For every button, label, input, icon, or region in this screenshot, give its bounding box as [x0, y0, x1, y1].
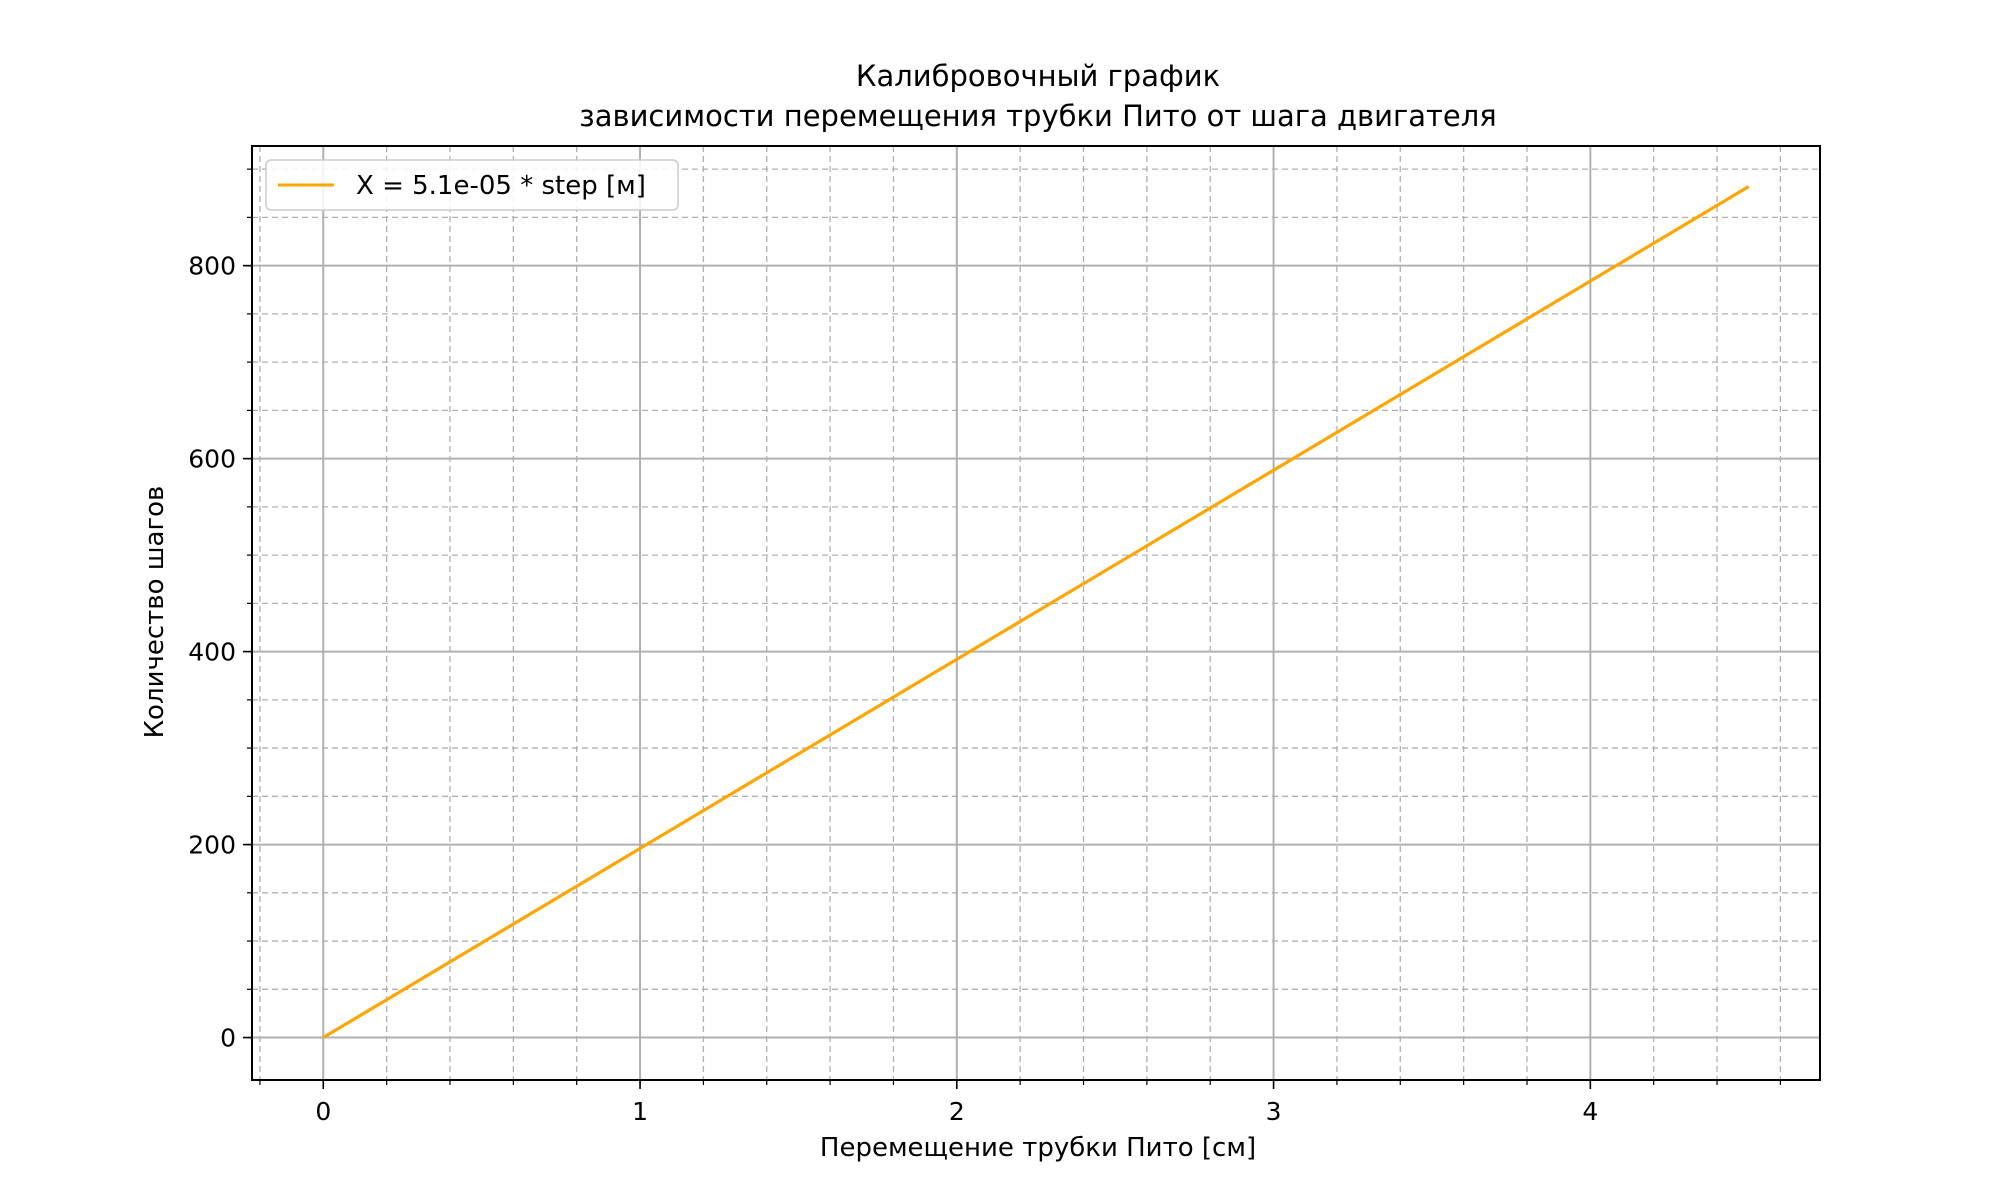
- chart-title-line2: зависимости перемещения трубки Пито от ш…: [579, 99, 1496, 133]
- x-tick-label: 0: [315, 1097, 331, 1126]
- series-layer: [322, 185, 1750, 1039]
- legend: X = 5.1e-05 * step [м]: [265, 159, 679, 211]
- legend-box: [265, 159, 679, 211]
- plot-frame: [251, 145, 1821, 1081]
- y-tick-label: 800: [188, 252, 236, 281]
- x-axis-label: Перемещение трубки Пито [см]: [820, 1133, 1256, 1163]
- chart-title-line1: Калибровочный график: [856, 59, 1220, 93]
- x-tick-label: 3: [1266, 1097, 1282, 1126]
- series-line: [322, 185, 1750, 1039]
- legend-label: X = 5.1e-05 * step [м]: [356, 171, 646, 201]
- minor-grid: [252, 146, 1820, 1080]
- x-tick-label: 4: [1582, 1097, 1598, 1126]
- x-tick-label: 1: [632, 1097, 648, 1126]
- x-tick-label: 2: [949, 1097, 965, 1126]
- y-tick-label: 600: [188, 445, 236, 474]
- y-tick-label: 0: [220, 1024, 236, 1053]
- y-tick-label: 200: [188, 831, 236, 860]
- y-tick-label: 400: [188, 638, 236, 667]
- major-grid: [252, 146, 1820, 1080]
- axis-ticks: 0 1 2 3 4 0 200 400 600 800: [188, 168, 1782, 1126]
- y-axis-label: Количество шагов: [140, 486, 170, 739]
